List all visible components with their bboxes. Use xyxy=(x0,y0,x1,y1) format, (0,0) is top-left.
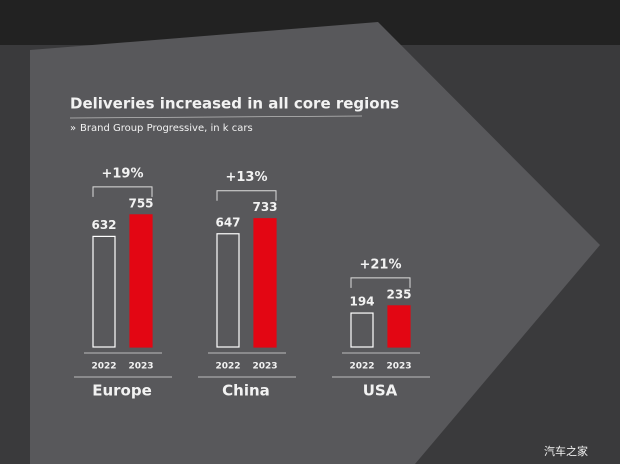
bracket xyxy=(350,277,411,288)
year-label: 2022 xyxy=(349,362,374,372)
watermark: 汽车之家 xyxy=(544,444,588,458)
bracket xyxy=(92,186,153,197)
bar xyxy=(216,233,240,348)
value-label: 235 xyxy=(386,287,411,301)
chart-title: Deliveries increased in all core regions xyxy=(70,95,399,113)
category-label: Europe xyxy=(92,382,152,400)
year-label: 2022 xyxy=(91,362,116,372)
year-label: 2022 xyxy=(215,362,240,372)
value-label: 194 xyxy=(349,295,374,309)
title-rule xyxy=(69,115,363,119)
bar xyxy=(350,312,374,348)
year-label: 2023 xyxy=(252,362,277,372)
value-label: 647 xyxy=(215,215,240,229)
category-label: USA xyxy=(363,382,398,400)
value-label: 733 xyxy=(252,200,277,214)
subtitle-chevron: » xyxy=(70,123,76,134)
value-label: 632 xyxy=(91,218,116,232)
slide-panel xyxy=(30,22,600,464)
bar xyxy=(92,235,116,348)
chart-subtitle: Brand Group Progressive, in k cars xyxy=(80,123,253,134)
year-label: 2023 xyxy=(386,362,411,372)
bar xyxy=(129,214,153,348)
bracket xyxy=(216,190,277,201)
bar xyxy=(253,218,277,348)
bar xyxy=(387,305,411,348)
category-label: China xyxy=(222,382,270,400)
year-label: 2023 xyxy=(128,362,153,372)
value-label: 755 xyxy=(128,196,153,210)
change-label: +19% xyxy=(101,166,143,181)
change-label: +13% xyxy=(225,170,267,185)
change-label: +21% xyxy=(359,257,401,272)
